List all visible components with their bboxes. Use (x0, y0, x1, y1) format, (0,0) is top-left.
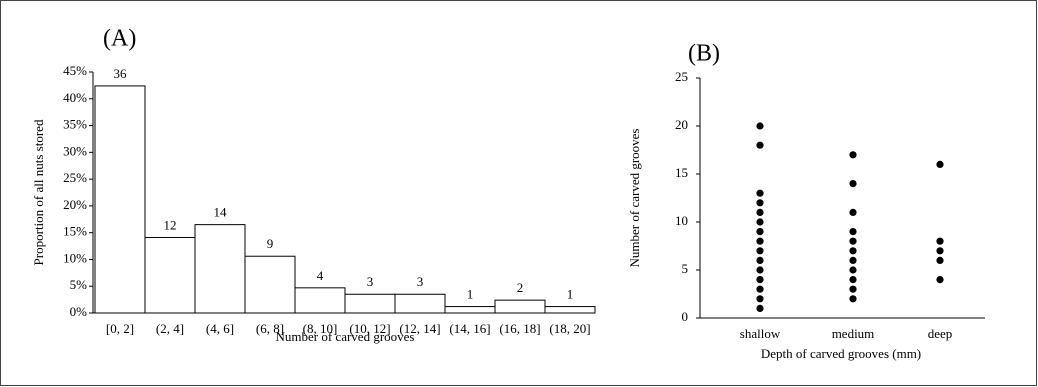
point (756, 237, 764, 245)
point (849, 237, 857, 245)
y-tick-label: 45% (63, 63, 87, 78)
point (936, 160, 944, 168)
count-label: 14 (214, 205, 228, 220)
y-axis-label: Proportion of all nuts stored (31, 119, 46, 265)
x-axis-label: Number of carved grooves (276, 329, 415, 344)
point (849, 151, 857, 159)
x-tick-label: (10, 12] (349, 321, 390, 336)
bar (494, 299, 546, 314)
panel-label: (B) (688, 41, 720, 67)
y-tick-label: 30% (63, 143, 87, 158)
point (756, 208, 764, 216)
y-tick-label: 10% (63, 250, 87, 265)
point (756, 228, 764, 236)
x-tick-label: (8, 10] (303, 321, 338, 336)
y-tick-label: 0 (682, 309, 689, 324)
point (849, 180, 857, 188)
y-axis-label: Number of carved grooves (627, 129, 642, 268)
point (936, 276, 944, 284)
y-tick-label: 15 (675, 165, 688, 180)
y-tick-label: 20 (675, 117, 688, 132)
x-tick-label: (2, 4] (156, 321, 184, 336)
point (756, 304, 764, 312)
bar (194, 224, 246, 314)
point (756, 218, 764, 226)
bar (544, 306, 596, 314)
point (756, 276, 764, 284)
bar (444, 306, 496, 314)
count-label: 3 (367, 274, 374, 289)
point (849, 295, 857, 303)
point (756, 189, 764, 197)
point (756, 285, 764, 293)
x-tick-label: medium (832, 326, 875, 341)
point (756, 141, 764, 149)
x-tick-label: (16, 18] (499, 321, 540, 336)
x-tick-label: (14, 16] (449, 321, 490, 336)
point (849, 266, 857, 274)
point (756, 247, 764, 255)
count-label: 36 (114, 66, 128, 81)
y-tick-label: 40% (63, 90, 87, 105)
bar (294, 287, 346, 314)
point (936, 237, 944, 245)
y-tick-label: 5% (70, 277, 88, 292)
count-label: 12 (164, 217, 177, 232)
count-label: 4 (317, 268, 324, 283)
point (849, 285, 857, 293)
point (756, 256, 764, 264)
y-tick-label: 20% (63, 197, 87, 212)
x-tick-label: [0, 2] (106, 321, 134, 336)
point (756, 122, 764, 130)
x-axis-label: Depth of carved grooves (mm) (761, 346, 921, 361)
count-label: 1 (567, 287, 574, 302)
bar (344, 293, 396, 314)
point (849, 228, 857, 236)
y-tick-label: 10 (675, 213, 688, 228)
y-tick-label: 25% (63, 170, 87, 185)
point (756, 199, 764, 207)
y-tick-label: 15% (63, 224, 87, 239)
point (849, 247, 857, 255)
panel-label: (A) (103, 26, 136, 52)
count-label: 2 (517, 280, 524, 295)
point (936, 256, 944, 264)
point (849, 256, 857, 264)
y-tick-label: 25 (675, 69, 688, 84)
x-tick-label: (6, 8] (256, 321, 284, 336)
x-tick-label: (18, 20] (549, 321, 590, 336)
x-tick-label: deep (928, 326, 953, 341)
bar (144, 236, 196, 314)
y-tick-label: 35% (63, 117, 87, 132)
y-tick-label: 5 (682, 261, 689, 276)
point (756, 295, 764, 303)
point (756, 266, 764, 274)
count-label: 3 (417, 274, 424, 289)
bar (394, 293, 446, 314)
x-tick-label: (4, 6] (206, 321, 234, 336)
count-label: 1 (467, 287, 474, 302)
bar (244, 255, 296, 314)
bar (94, 85, 146, 314)
y-tick-label: 0% (70, 304, 88, 319)
point (849, 208, 857, 216)
point (936, 247, 944, 255)
count-label: 9 (267, 236, 274, 251)
x-tick-label: shallow (740, 326, 781, 341)
x-tick-label: (12, 14] (399, 321, 440, 336)
point (849, 276, 857, 284)
